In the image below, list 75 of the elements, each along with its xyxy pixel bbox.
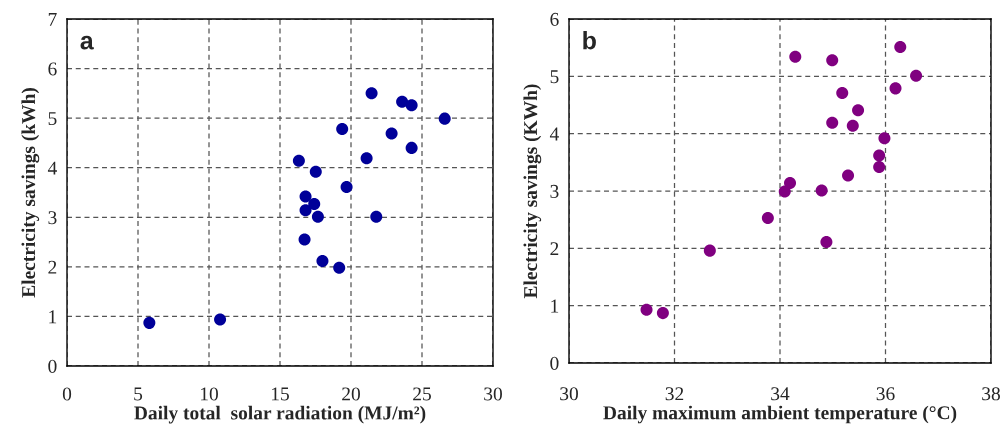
x-tick-label: 30: [560, 387, 578, 401]
point: [852, 104, 865, 117]
point: [405, 99, 418, 112]
point: [836, 86, 849, 99]
y-axis-title: Electricity savings (kWh): [21, 88, 40, 298]
x-tick-label: 20: [342, 387, 360, 401]
x-tick-label: 32: [665, 387, 684, 401]
point: [292, 154, 305, 167]
y-tick-label: 6: [550, 12, 559, 26]
x-tick-label: 25: [413, 387, 431, 401]
y-tick-label: 3: [48, 211, 57, 225]
point: [396, 95, 409, 108]
point: [761, 211, 774, 224]
point: [894, 41, 907, 54]
y-tick-label: 0: [48, 359, 57, 373]
point: [370, 210, 383, 223]
point: [878, 132, 891, 145]
point: [298, 233, 311, 246]
x-axis-title: Daily maximum ambient temperature (°C): [603, 405, 957, 424]
point: [815, 184, 828, 197]
x-tick-label: 15: [271, 387, 289, 401]
y-tick-label: 1: [551, 299, 559, 313]
point: [336, 123, 349, 136]
x-tick-label: 5: [134, 387, 143, 401]
point: [340, 181, 353, 194]
x-tick-label: 30: [484, 387, 502, 401]
point: [360, 152, 373, 165]
point: [311, 210, 324, 223]
point: [316, 254, 329, 267]
point: [873, 149, 886, 162]
x-tick-label: 10: [200, 387, 218, 401]
point: [842, 169, 855, 182]
x-tick-label: 34: [771, 387, 790, 401]
point: [889, 82, 902, 95]
point: [385, 127, 398, 140]
point: [299, 204, 312, 217]
point: [656, 307, 669, 320]
y-tick-label: 2: [48, 260, 57, 274]
y-tick-label: 7: [48, 13, 57, 26]
y-tick-label: 5: [550, 70, 559, 84]
point: [703, 244, 716, 257]
point: [438, 112, 451, 125]
point: [640, 303, 653, 316]
y-tick-label: 3: [550, 184, 559, 198]
point: [789, 50, 802, 63]
point: [826, 54, 839, 67]
annotation: a: [80, 35, 94, 50]
point: [826, 116, 839, 129]
point: [873, 160, 886, 173]
annotation: b: [583, 31, 596, 50]
point: [308, 197, 321, 210]
point: [143, 316, 156, 329]
y-tick-label: 1: [49, 310, 57, 324]
x-tick-label: 38: [982, 387, 1000, 401]
point: [333, 261, 346, 274]
x-axis-title: Daily total solar radiation (MJ/m²): [134, 405, 426, 424]
point: [784, 176, 797, 189]
x-tick-label: 0: [62, 387, 72, 401]
point: [820, 236, 833, 249]
y-axis-title: Electricity savings (KWh): [523, 84, 542, 299]
x-tick-label: 36: [876, 387, 895, 401]
y-tick-label: 4: [47, 161, 57, 175]
y-tick-label: 0: [550, 356, 559, 370]
y-tick-label: 6: [48, 62, 57, 76]
point: [309, 165, 322, 178]
point: [405, 141, 418, 154]
y-tick-label: 2: [550, 242, 559, 256]
y-tick-label: 4: [549, 127, 559, 141]
point: [910, 69, 923, 82]
point: [299, 190, 312, 203]
point: [846, 119, 859, 132]
y-tick-label: 5: [48, 112, 57, 126]
point: [778, 185, 791, 198]
point: [365, 87, 378, 100]
point: [214, 313, 227, 326]
